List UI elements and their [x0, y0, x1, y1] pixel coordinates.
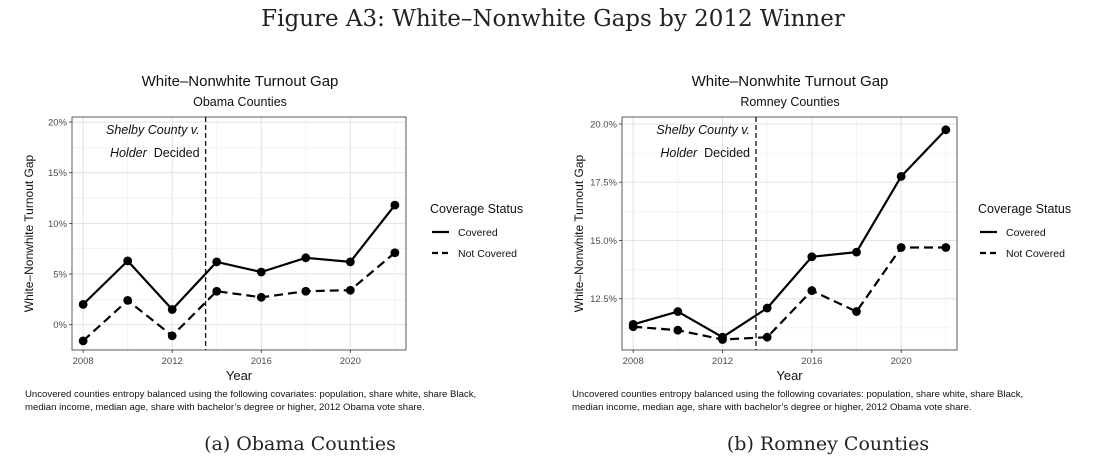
- data-point: [807, 286, 817, 295]
- chart-note-line-1: Uncovered counties entropy balanced usin…: [572, 389, 1023, 400]
- data-point: [78, 300, 88, 309]
- data-point: [301, 253, 311, 263]
- plot-border: [621, 116, 958, 351]
- data-point: [718, 335, 727, 344]
- data-point: [896, 243, 906, 252]
- legend-label: Covered: [458, 227, 498, 239]
- x-tick-label: 2012: [162, 356, 183, 367]
- data-point: [390, 200, 400, 210]
- chart-subtitle: Romney Counties: [740, 95, 839, 109]
- x-axis-label: Year: [776, 368, 803, 383]
- annotation-line-1: Shelby County v.: [106, 123, 200, 137]
- chart-subtitle: Obama Counties: [193, 95, 287, 109]
- series-line: [82, 251, 396, 342]
- legend-title: Coverage Status: [978, 202, 1071, 216]
- y-tick-label: 20.0%: [590, 119, 617, 130]
- grid: [622, 117, 957, 350]
- series-not-covered: [78, 248, 400, 346]
- legend-label: Covered: [1006, 227, 1046, 239]
- data-point: [807, 252, 817, 262]
- data-point: [123, 295, 133, 305]
- legend-label: Not Covered: [1006, 248, 1065, 260]
- x-tick-label: 2016: [251, 356, 272, 367]
- data-point: [762, 303, 772, 313]
- x-axis-label: Year: [226, 368, 253, 383]
- data-point: [852, 247, 861, 257]
- data-point: [256, 292, 266, 302]
- data-point: [762, 332, 772, 342]
- x-tick-label: 2020: [340, 356, 361, 367]
- figure-title: Figure A3: White–Nonwhite Gaps by 2012 W…: [261, 6, 845, 32]
- data-point: [212, 257, 222, 267]
- x-tick-label: 2008: [73, 356, 94, 367]
- panel-caption: (b) Romney Counties: [727, 433, 929, 455]
- data-point: [123, 256, 133, 266]
- chart-note-line-1: Uncovered counties entropy balanced usin…: [25, 389, 476, 400]
- x-tick-label: 2020: [891, 356, 912, 367]
- data-point: [256, 267, 266, 277]
- series-covered: [628, 125, 951, 342]
- data-point: [345, 285, 355, 295]
- data-point: [167, 331, 177, 341]
- series-line: [632, 129, 947, 339]
- x-tick-label: 2016: [801, 356, 822, 367]
- annotation-line-2: Holder Decided: [660, 146, 750, 160]
- legend-label: Not Covered: [458, 248, 517, 260]
- data-point: [896, 172, 906, 181]
- y-tick-label: 12.5%: [590, 294, 617, 305]
- series-covered: [78, 200, 400, 314]
- x-tick-label: 2012: [712, 356, 733, 367]
- chart-title: White–Nonwhite Turnout Gap: [692, 73, 889, 90]
- legend-title: Coverage Status: [430, 202, 523, 216]
- y-tick-label: 5%: [53, 270, 67, 281]
- data-point: [673, 325, 683, 335]
- plot-border: [71, 116, 407, 351]
- y-tick-label: 20%: [48, 118, 68, 129]
- chart-note-line-2: median income, median age, share with ba…: [25, 402, 425, 413]
- series-line: [633, 246, 946, 341]
- data-point: [212, 286, 222, 296]
- data-point: [390, 248, 400, 258]
- data-point: [345, 257, 355, 267]
- data-point: [167, 305, 177, 314]
- series-not-covered: [628, 243, 951, 344]
- data-point: [941, 243, 951, 252]
- legend: Coverage Status Covered Not Covered: [430, 202, 523, 260]
- y-axis-label: White–Nonwhite Turnout Gap: [22, 154, 36, 312]
- data-point: [852, 307, 861, 316]
- annotation-line-2: Holder Decided: [110, 146, 200, 160]
- panel-caption: (a) Obama Counties: [204, 433, 396, 455]
- chart-panel-a: White–Nonwhite Turnout Gap Obama Counties…: [22, 73, 523, 455]
- legend: Coverage Status Covered Not Covered: [978, 202, 1071, 260]
- chart-title: White–Nonwhite Turnout Gap: [142, 73, 339, 90]
- data-point: [301, 286, 311, 296]
- annotation-line-1: Shelby County v.: [656, 123, 750, 137]
- y-tick-label: 15.0%: [590, 236, 617, 247]
- chart-panel-b: White–Nonwhite Turnout Gap Romney Countie…: [572, 73, 1071, 455]
- series-line: [82, 204, 396, 311]
- y-axis-label: White–Nonwhite Turnout Gap: [572, 154, 586, 312]
- data-point: [673, 307, 683, 316]
- x-tick-label: 2008: [623, 356, 644, 367]
- y-tick-label: 17.5%: [590, 178, 617, 189]
- y-tick-label: 15%: [48, 168, 68, 179]
- y-tick-label: 0%: [53, 320, 67, 331]
- data-point: [78, 336, 88, 346]
- data-point: [628, 322, 638, 332]
- data-point: [941, 125, 951, 135]
- y-tick-label: 10%: [48, 219, 68, 230]
- chart-note-line-2: median income, median age, share with ba…: [572, 402, 972, 413]
